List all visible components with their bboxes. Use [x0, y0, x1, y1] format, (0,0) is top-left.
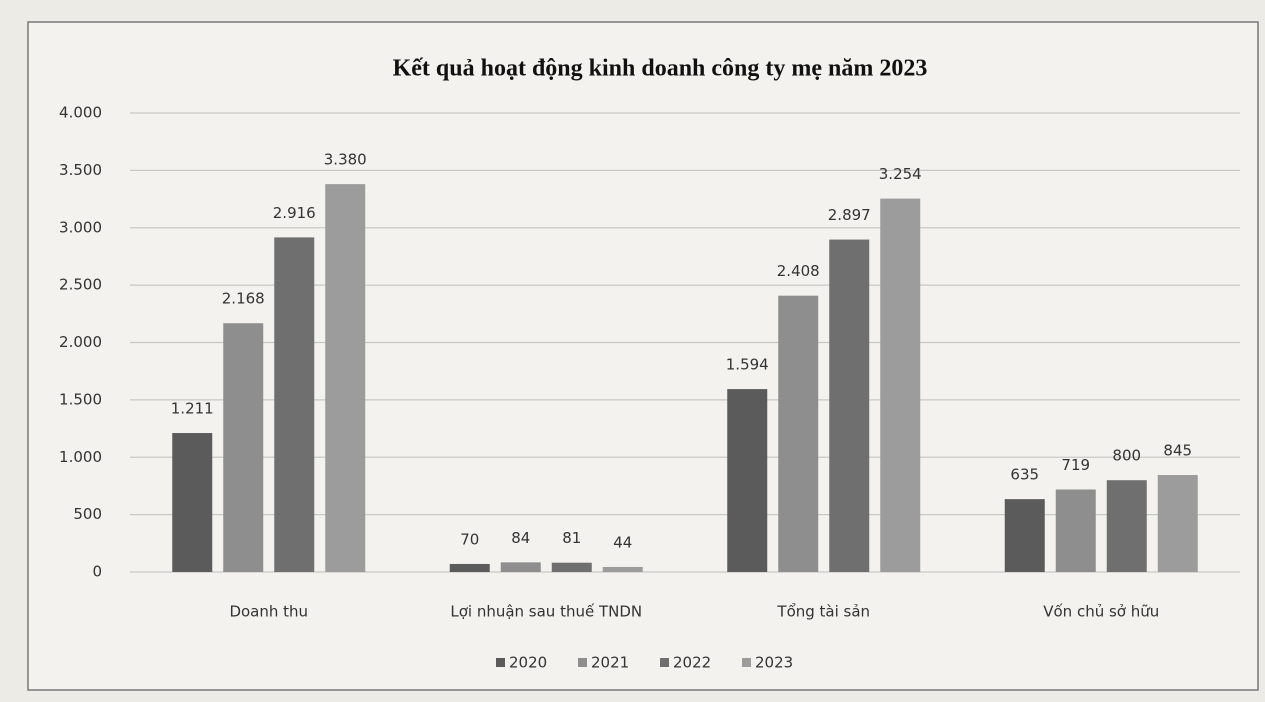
data-label: 1.594: [726, 356, 769, 374]
y-tick-label: 0: [92, 563, 102, 581]
bar: [551, 562, 592, 572]
bar: [172, 433, 213, 572]
bar: [1004, 499, 1045, 572]
y-tick-label: 2.500: [59, 276, 102, 294]
bar: [223, 323, 264, 572]
legend-label: 2022: [673, 654, 711, 672]
y-tick-label: 3.500: [59, 161, 102, 179]
y-tick-label: 1.000: [59, 448, 102, 466]
data-label: 2.408: [777, 262, 820, 280]
legend-label: 2021: [591, 654, 629, 672]
legend-swatch: [742, 658, 751, 667]
bar: [274, 237, 315, 572]
bar: [778, 295, 819, 572]
bar: [602, 566, 643, 572]
legend-swatch: [578, 658, 587, 667]
chart-title: Kết quả hoạt động kinh doanh công ty mẹ …: [393, 56, 928, 82]
data-label: 1.211: [171, 400, 214, 418]
y-tick-label: 3.000: [59, 218, 102, 236]
data-label: 635: [1010, 466, 1039, 484]
legend-swatch: [496, 658, 505, 667]
bar: [325, 184, 366, 572]
data-label: 2.168: [222, 290, 265, 308]
data-label: 3.380: [324, 151, 367, 169]
bar: [449, 563, 490, 572]
y-tick-label: 2.000: [59, 333, 102, 351]
bar: [1106, 480, 1147, 572]
bar: [500, 562, 541, 572]
data-label: 44: [613, 533, 632, 551]
x-tick-label: Doanh thu: [229, 603, 308, 621]
data-label: 3.254: [879, 165, 922, 183]
data-label: 81: [562, 529, 581, 547]
y-tick-label: 1.500: [59, 390, 102, 408]
bar: [1055, 489, 1096, 572]
legend-label: 2020: [509, 654, 547, 672]
x-tick-label: Vốn chủ sở hữu: [1043, 603, 1159, 621]
data-label: 845: [1163, 442, 1192, 460]
chart-frame: [27, 21, 1259, 691]
legend-swatch: [660, 658, 669, 667]
y-tick-label: 500: [73, 505, 102, 523]
bar: [880, 198, 921, 572]
x-tick-label: Lợi nhuận sau thuế TNDN: [450, 603, 642, 621]
data-label: 2.897: [828, 206, 871, 224]
bar: [727, 389, 768, 572]
data-label: 800: [1112, 447, 1141, 465]
bar: [1157, 475, 1198, 572]
data-label: 719: [1061, 456, 1090, 474]
legend-label: 2023: [755, 654, 793, 672]
bar: [829, 239, 870, 572]
data-label: 70: [460, 530, 479, 548]
y-tick-label: 4.000: [59, 104, 102, 122]
data-label: 2.916: [273, 204, 316, 222]
data-label: 84: [511, 529, 530, 547]
x-tick-label: Tổng tài sản: [776, 603, 870, 621]
